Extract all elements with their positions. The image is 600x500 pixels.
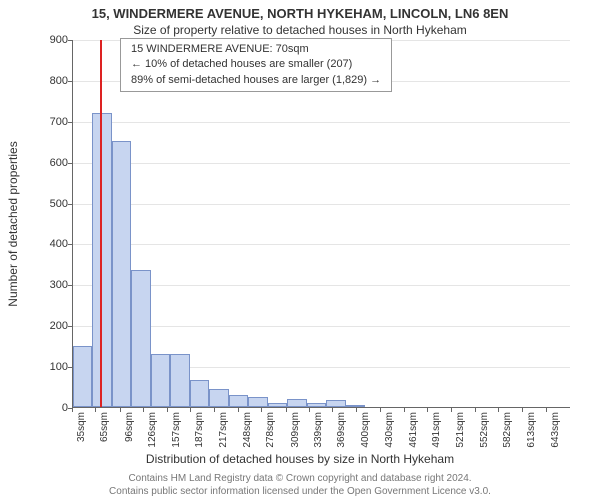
xtick-label: 613sqm	[526, 412, 537, 448]
xtick-label: 35sqm	[76, 412, 87, 442]
xtick-mark	[332, 408, 333, 412]
ytick-mark	[68, 81, 72, 82]
histogram-bar	[190, 380, 209, 407]
xtick-label: 369sqm	[336, 412, 347, 448]
xtick-mark	[522, 408, 523, 412]
xtick-mark	[143, 408, 144, 412]
histogram-bar	[326, 400, 345, 407]
ytick-label: 100	[38, 361, 68, 373]
ytick-mark	[68, 122, 72, 123]
xtick-mark	[190, 408, 191, 412]
footer-license: Contains public sector information licen…	[0, 486, 600, 497]
xtick-label: 339sqm	[313, 412, 324, 448]
xtick-label: 309sqm	[290, 412, 301, 448]
ytick-label: 200	[38, 320, 68, 332]
xtick-label: 643sqm	[550, 412, 561, 448]
ytick-label: 900	[38, 34, 68, 46]
y-axis-label: Number of detached properties	[6, 141, 20, 306]
info-line-3: 89% of semi-detached houses are larger (…	[131, 73, 381, 88]
xtick-mark	[309, 408, 310, 412]
xtick-mark	[120, 408, 121, 412]
xtick-mark	[498, 408, 499, 412]
ytick-label: 700	[38, 116, 68, 128]
ytick-label: 500	[38, 198, 68, 210]
xtick-label: 491sqm	[431, 412, 442, 448]
xtick-label: 157sqm	[171, 412, 182, 448]
ytick-mark	[68, 326, 72, 327]
xtick-mark	[356, 408, 357, 412]
gridline	[73, 122, 570, 123]
xtick-mark	[451, 408, 452, 412]
ytick-mark	[68, 244, 72, 245]
ytick-mark	[68, 367, 72, 368]
xtick-label: 430sqm	[384, 412, 395, 448]
histogram-bar	[112, 141, 131, 407]
xtick-label: 552sqm	[479, 412, 490, 448]
info-line-1: 15 WINDERMERE AVENUE: 70sqm	[131, 42, 381, 57]
histogram-bar	[307, 403, 326, 407]
histogram-bar	[73, 346, 92, 407]
footer-copyright: Contains HM Land Registry data © Crown c…	[0, 473, 600, 484]
histogram-bar	[229, 395, 248, 407]
ytick-mark	[68, 163, 72, 164]
ytick-label: 300	[38, 279, 68, 291]
xtick-label: 96sqm	[124, 412, 135, 442]
xtick-label: 278sqm	[265, 412, 276, 448]
chart-title: 15, WINDERMERE AVENUE, NORTH HYKEHAM, LI…	[0, 0, 600, 21]
property-marker-line	[100, 40, 102, 407]
xtick-mark	[214, 408, 215, 412]
plot-area	[72, 40, 570, 408]
ytick-label: 0	[38, 402, 68, 414]
histogram-bar	[346, 405, 365, 407]
xtick-mark	[380, 408, 381, 412]
ytick-label: 600	[38, 157, 68, 169]
ytick-label: 800	[38, 75, 68, 87]
xtick-label: 521sqm	[455, 412, 466, 448]
histogram-bar	[131, 270, 150, 407]
histogram-bar	[248, 397, 267, 407]
x-axis-label: Distribution of detached houses by size …	[0, 452, 600, 466]
xtick-mark	[286, 408, 287, 412]
chart-subtitle: Size of property relative to detached ho…	[0, 21, 600, 37]
info-box: 15 WINDERMERE AVENUE: 70sqm ← 10% of det…	[120, 38, 392, 92]
gridline	[73, 204, 570, 205]
xtick-mark	[427, 408, 428, 412]
histogram-bar	[287, 399, 306, 407]
ytick-mark	[68, 204, 72, 205]
gridline	[73, 163, 570, 164]
histogram-bar	[151, 354, 170, 407]
histogram-chart: 15, WINDERMERE AVENUE, NORTH HYKEHAM, LI…	[0, 0, 600, 500]
ytick-label: 400	[38, 238, 68, 250]
xtick-label: 248sqm	[242, 412, 253, 448]
xtick-mark	[95, 408, 96, 412]
ytick-mark	[68, 285, 72, 286]
xtick-label: 126sqm	[147, 412, 158, 448]
xtick-mark	[475, 408, 476, 412]
gridline	[73, 244, 570, 245]
ytick-mark	[68, 40, 72, 41]
xtick-label: 400sqm	[360, 412, 371, 448]
xtick-label: 187sqm	[194, 412, 205, 448]
xtick-mark	[261, 408, 262, 412]
xtick-label: 582sqm	[502, 412, 513, 448]
xtick-mark	[546, 408, 547, 412]
xtick-label: 217sqm	[218, 412, 229, 448]
xtick-label: 461sqm	[408, 412, 419, 448]
xtick-mark	[72, 408, 73, 412]
histogram-bar	[268, 403, 287, 407]
xtick-mark	[404, 408, 405, 412]
histogram-bar	[170, 354, 189, 407]
xtick-mark	[167, 408, 168, 412]
info-line-2: ← 10% of detached houses are smaller (20…	[131, 57, 381, 72]
xtick-mark	[238, 408, 239, 412]
histogram-bar	[209, 389, 228, 407]
xtick-label: 65sqm	[99, 412, 110, 442]
